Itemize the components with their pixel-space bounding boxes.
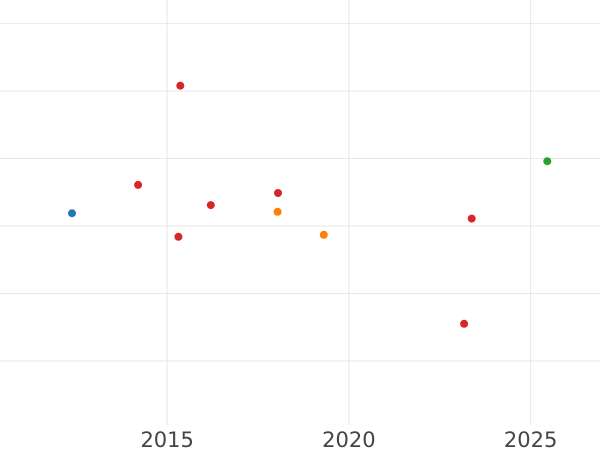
data-point-red bbox=[134, 180, 143, 189]
data-point-red bbox=[176, 81, 185, 90]
data-point-red bbox=[174, 232, 183, 241]
data-point-orange bbox=[319, 230, 328, 239]
x-axis-tick-label: 2025 bbox=[504, 428, 557, 450]
data-point-red bbox=[460, 319, 469, 328]
data-point-red bbox=[467, 214, 476, 223]
x-axis-tick-label: 2020 bbox=[322, 428, 375, 450]
x-axis-tick-label: 2015 bbox=[140, 428, 193, 450]
data-point-orange bbox=[273, 207, 282, 216]
data-point-blue bbox=[68, 209, 76, 218]
data-point-green bbox=[543, 157, 552, 166]
data-point-red bbox=[206, 201, 215, 210]
data-point-red bbox=[274, 189, 282, 197]
